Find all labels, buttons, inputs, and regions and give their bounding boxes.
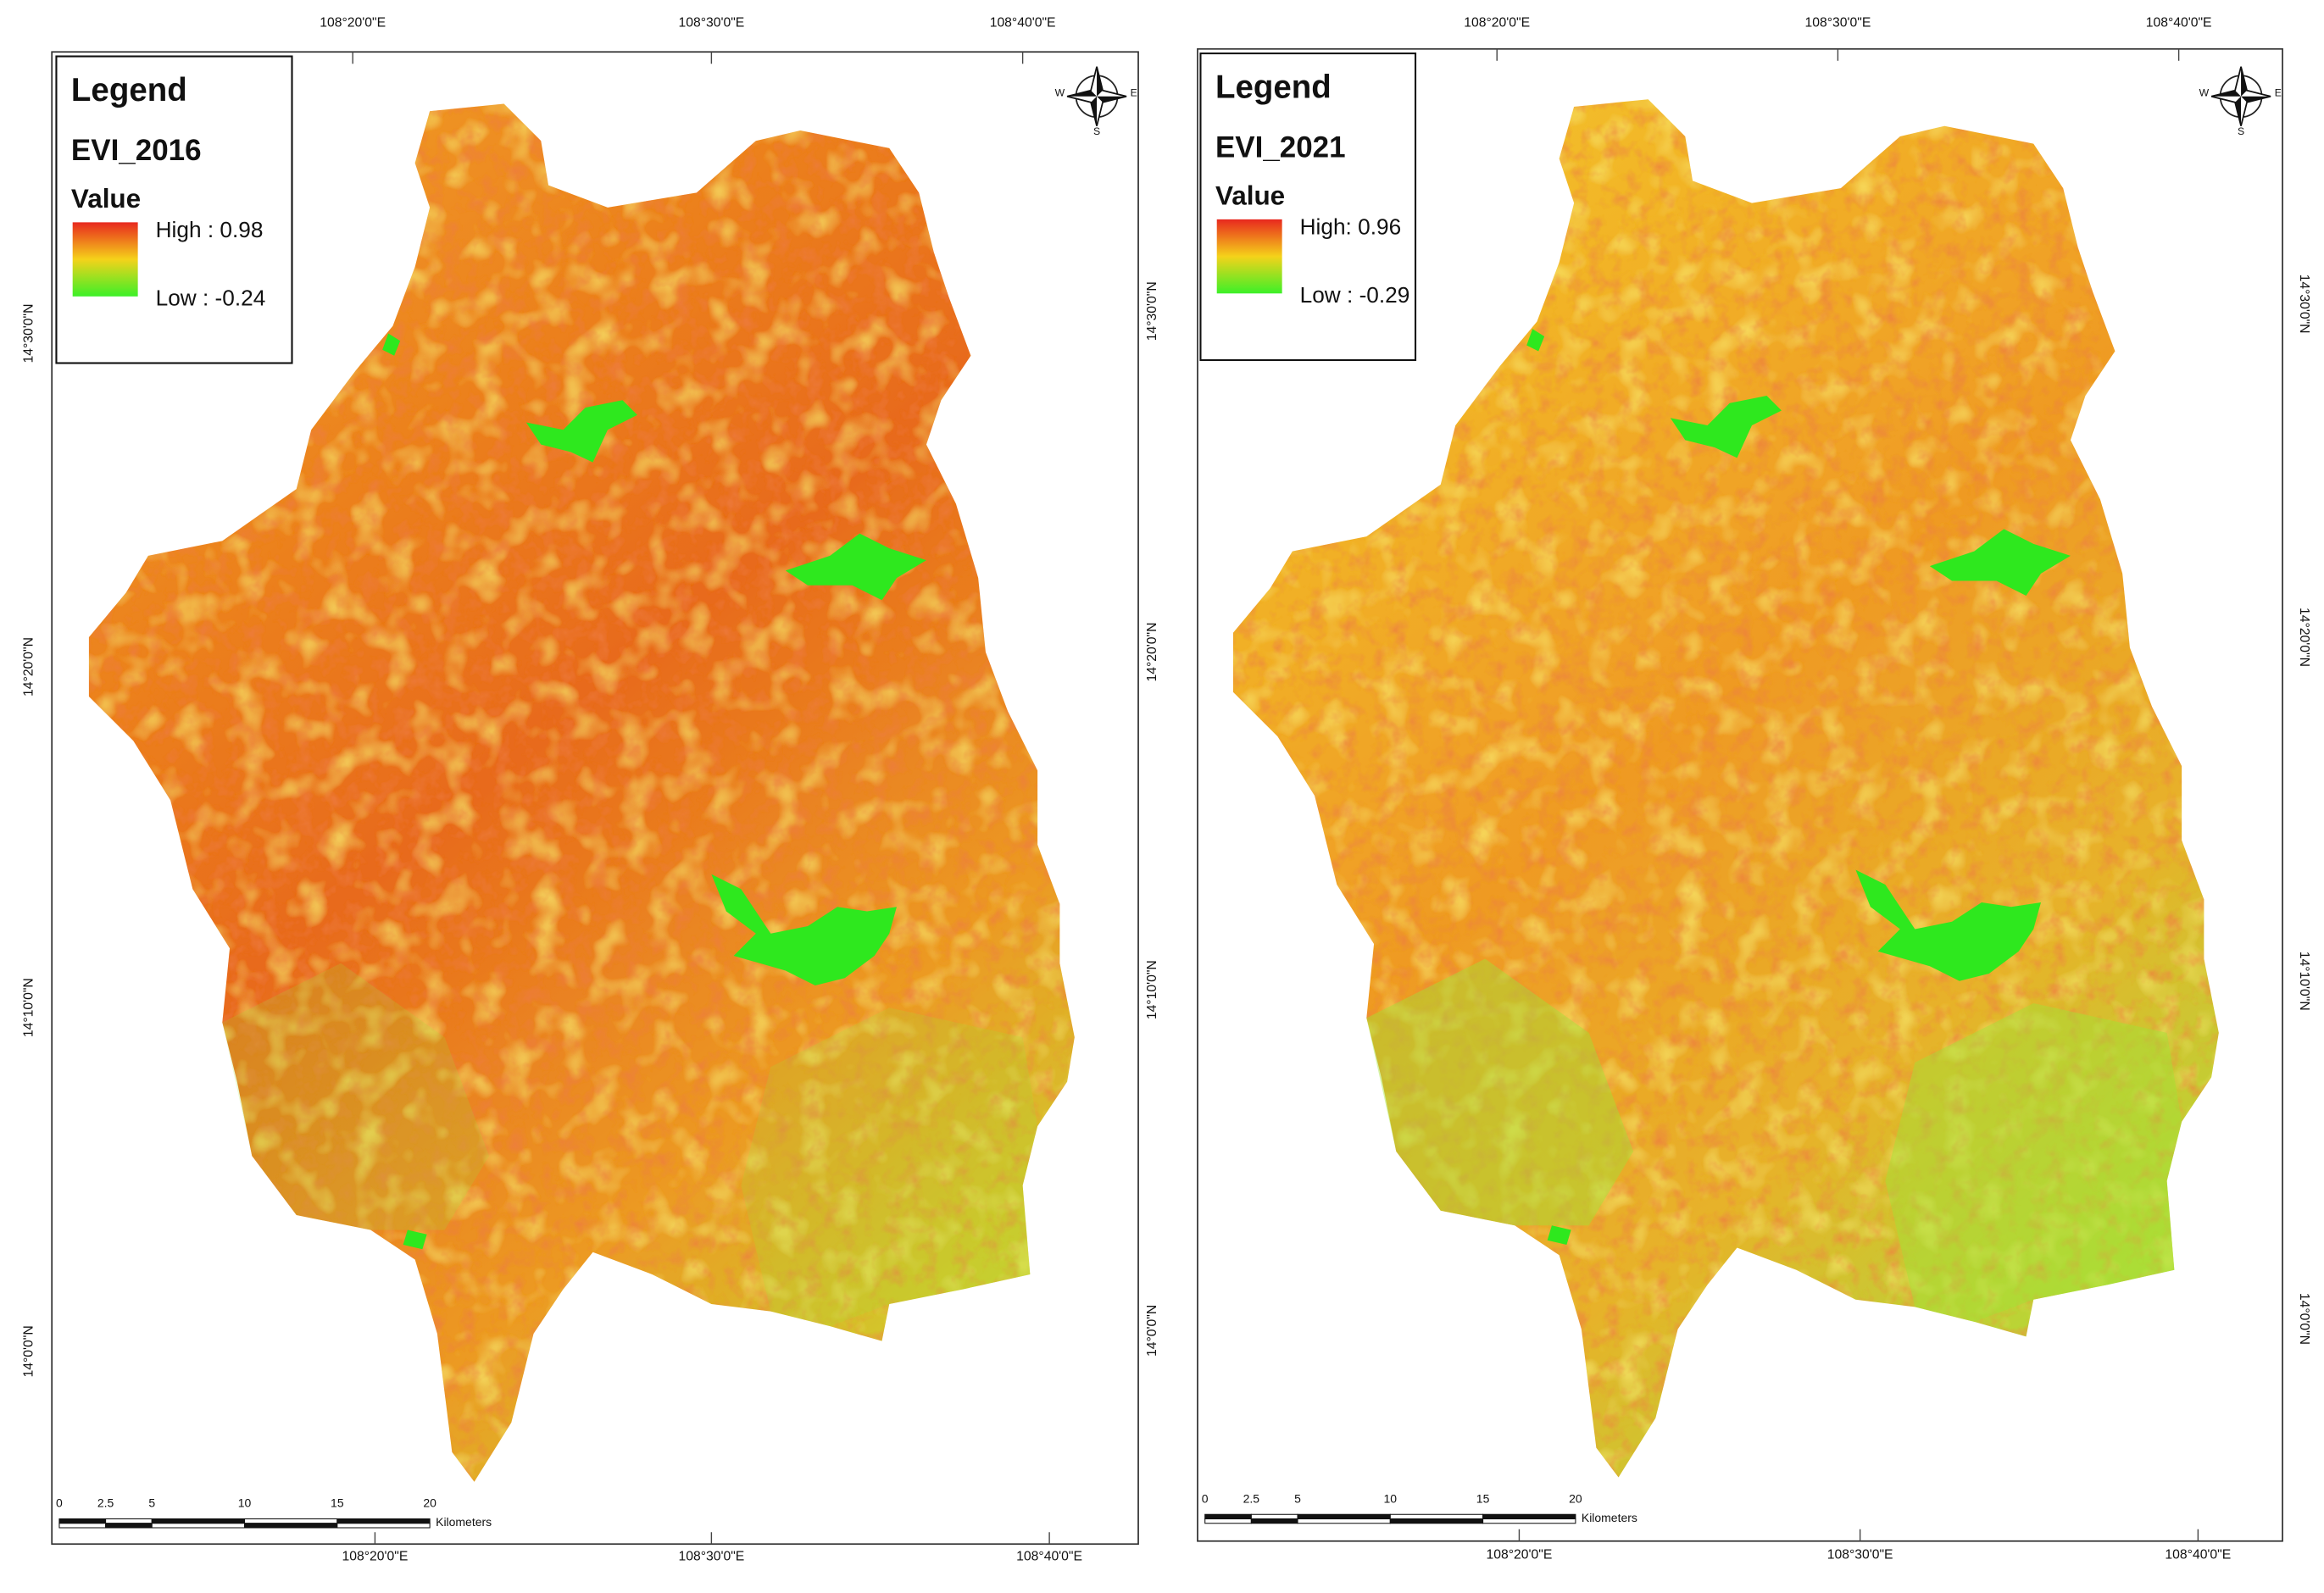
north-arrow: W E S: [2199, 66, 2282, 137]
legend-box: [1199, 52, 1417, 362]
scale-segment: [1482, 1518, 1576, 1524]
latitude-label: 14°20'0"N: [2297, 608, 2311, 667]
scale-segment: [1389, 1513, 1484, 1520]
compass-star-fill: [1067, 66, 1127, 126]
longitude-label: 108°30'0"E: [678, 16, 744, 31]
map-panel: 108°20'0"E 108°30'0"E 108°40'0"E 108°20'0"E…: [21, 16, 1139, 1563]
latitude-label: 14°20'0"N: [21, 637, 36, 697]
scale-segment: [336, 1518, 431, 1524]
scale-label: 10: [1384, 1491, 1398, 1505]
longitude-label: 108°40'0"E: [1016, 1549, 1082, 1563]
scale-segment: [244, 1518, 338, 1524]
scale-label: 0: [1202, 1491, 1209, 1505]
scale-label: 5: [1294, 1491, 1301, 1505]
legend-title: Legend: [71, 72, 187, 108]
scale-segment: [1482, 1513, 1576, 1520]
scale-segment: [244, 1523, 338, 1529]
color-ramp: [72, 222, 138, 297]
latitude-label: 14°30'0"N: [2297, 275, 2311, 334]
longitude-label: 108°20'0"E: [1464, 16, 1530, 31]
latitude-label: 14°10'0"N: [21, 978, 36, 1037]
scale-label: 2.5: [1243, 1491, 1260, 1505]
scale-segment: [1250, 1518, 1298, 1524]
scale-unit: Kilometers: [436, 1515, 492, 1529]
latitude-label: 14°0'0"N: [21, 1325, 36, 1377]
scale-label: 0: [56, 1496, 63, 1510]
scale-segment: [1250, 1513, 1298, 1520]
longitude-label: 108°40'0"E: [2165, 1548, 2231, 1562]
longitude-label: 108°20'0"E: [1487, 1548, 1553, 1562]
legend: Legend EVI_2016 Value High : 0.98 Low : -0.2…: [55, 55, 293, 364]
scale-segment: [105, 1518, 153, 1524]
compass-south: S: [2238, 125, 2244, 137]
scale-segment: [1204, 1518, 1252, 1524]
longitude-label: 108°20'0"E: [320, 16, 386, 31]
latitude-label: 14°10'0"N: [1145, 960, 1159, 1019]
scale-segment: [336, 1523, 431, 1529]
legend: Legend EVI_2021 Value High: 0.96 Low : -0.29: [1199, 52, 1417, 362]
compass-west: W: [1055, 87, 1065, 99]
compass-star-fill: [2211, 66, 2271, 126]
scale-segment: [1297, 1513, 1391, 1520]
longitude-label: 108°40'0"E: [2146, 16, 2212, 31]
longitude-label: 108°20'0"E: [342, 1549, 409, 1563]
latitude-label: 14°20'0"N: [1145, 623, 1159, 682]
scale-segment: [58, 1523, 107, 1529]
longitude-label: 108°30'0"E: [1805, 16, 1871, 31]
legend-field: Value: [71, 184, 141, 214]
compass-south: S: [1093, 125, 1100, 137]
scale-segment: [105, 1523, 153, 1529]
legend-high: High : 0.98: [156, 217, 264, 242]
longitude-label: 108°30'0"E: [1827, 1548, 1893, 1562]
latitude-label: 14°0'0"N: [1145, 1305, 1159, 1357]
longitude-label: 108°30'0"E: [678, 1549, 744, 1563]
scale-label: 5: [148, 1496, 155, 1510]
compass-east: E: [1131, 87, 1137, 99]
legend-layer: EVI_2021: [1215, 130, 1346, 164]
legend-layer: EVI_2016: [71, 134, 202, 167]
scale-segment: [1389, 1518, 1484, 1524]
latitude-label: 14°30'0"N: [21, 304, 36, 364]
compass-east: E: [2275, 87, 2282, 99]
scale-segment: [58, 1518, 107, 1524]
color-ramp: [1216, 219, 1282, 294]
scale-label: 15: [1476, 1491, 1490, 1505]
legend-high: High: 0.96: [1300, 214, 1402, 239]
scale-label: 20: [423, 1496, 436, 1510]
scale-segment: [1297, 1518, 1391, 1524]
north-arrow: W E S: [1055, 66, 1137, 137]
scale-segment: [151, 1523, 246, 1529]
compass-west: W: [2199, 87, 2210, 99]
latitude-label: 14°10'0"N: [2297, 952, 2311, 1011]
legend-low: Low : -0.29: [1300, 282, 1410, 308]
map-panel: 108°20'0"E 108°30'0"E 108°40'0"E 108°20'0"E…: [1145, 16, 2311, 1562]
scale-label: 15: [331, 1496, 344, 1510]
latitude-label: 14°0'0"N: [2297, 1293, 2311, 1345]
scale-label: 20: [1569, 1491, 1582, 1505]
legend-box: [55, 55, 293, 364]
scale-unit: Kilometers: [1582, 1511, 1637, 1524]
scale-label: 10: [238, 1496, 252, 1510]
longitude-label: 108°40'0"E: [990, 16, 1056, 31]
latitude-label: 14°30'0"N: [1145, 281, 1159, 341]
legend-title: Legend: [1215, 69, 1332, 105]
scale-segment: [151, 1518, 246, 1524]
legend-low: Low : -0.24: [156, 285, 266, 310]
legend-field: Value: [1215, 180, 1285, 210]
scale-segment: [1204, 1513, 1252, 1520]
scale-label: 2.5: [97, 1496, 114, 1510]
